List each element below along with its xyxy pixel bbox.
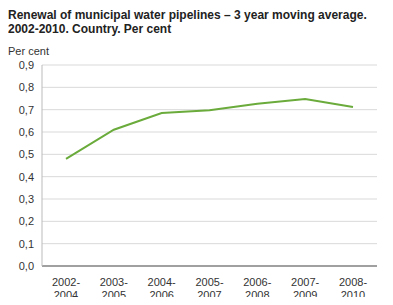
svg-text:0,9: 0,9 [19,59,34,71]
svg-text:0,8: 0,8 [19,81,34,93]
svg-text:2006-2008: 2006-2008 [243,276,271,297]
svg-text:0,3: 0,3 [19,193,34,205]
svg-text:0,7: 0,7 [19,104,34,116]
svg-text:2008-2010: 2008-2010 [339,276,367,297]
svg-text:2003-2005: 2003-2005 [100,276,128,297]
html-text:Renewal of municipal water pip: Renewal of municipal water pipelines – 3… [8,8,367,36]
svg-text:0,4: 0,4 [19,171,34,183]
svg-text:0,2: 0,2 [19,215,34,227]
svg-text:2002-2004: 2002-2004 [52,276,80,297]
svg-text:2005-2007: 2005-2007 [195,276,223,297]
html-text:Per cent: Per cent [8,45,49,57]
svg-text:2007-2009: 2007-2009 [291,276,319,297]
svg-text:0,0: 0,0 [19,260,34,272]
svg-text:0,6: 0,6 [19,126,34,138]
svg-text:0,1: 0,1 [19,238,34,250]
svg-text:0,5: 0,5 [19,148,34,160]
svg-text:2004-2006: 2004-2006 [148,276,176,297]
